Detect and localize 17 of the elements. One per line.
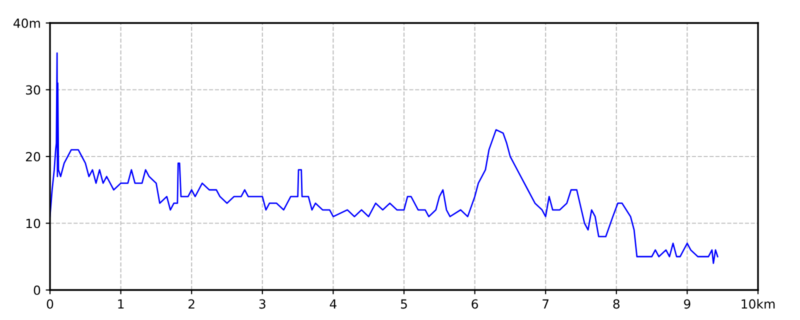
x-tick-label: 10km (742, 299, 775, 309)
y-tick-label: 10 (26, 218, 40, 228)
x-tick-label: 3 (259, 299, 266, 309)
line-series (50, 52, 718, 264)
y-tick-label: 40m (14, 18, 40, 28)
y-tick-label: 30 (26, 85, 40, 95)
y-tick-label: 0 (34, 285, 40, 295)
x-tick-label: 0 (46, 299, 54, 309)
x-tick-label: 5 (400, 299, 407, 309)
x-tick-label: 9 (684, 299, 690, 309)
x-tick-label: 1 (118, 299, 124, 309)
x-tick-label: 7 (542, 299, 549, 309)
x-tick-label: 2 (188, 299, 194, 309)
x-tick-label: 8 (613, 299, 620, 309)
x-tick-label: 6 (472, 299, 478, 309)
x-tick-label: 4 (330, 299, 336, 309)
y-tick-label: 20 (26, 152, 40, 162)
